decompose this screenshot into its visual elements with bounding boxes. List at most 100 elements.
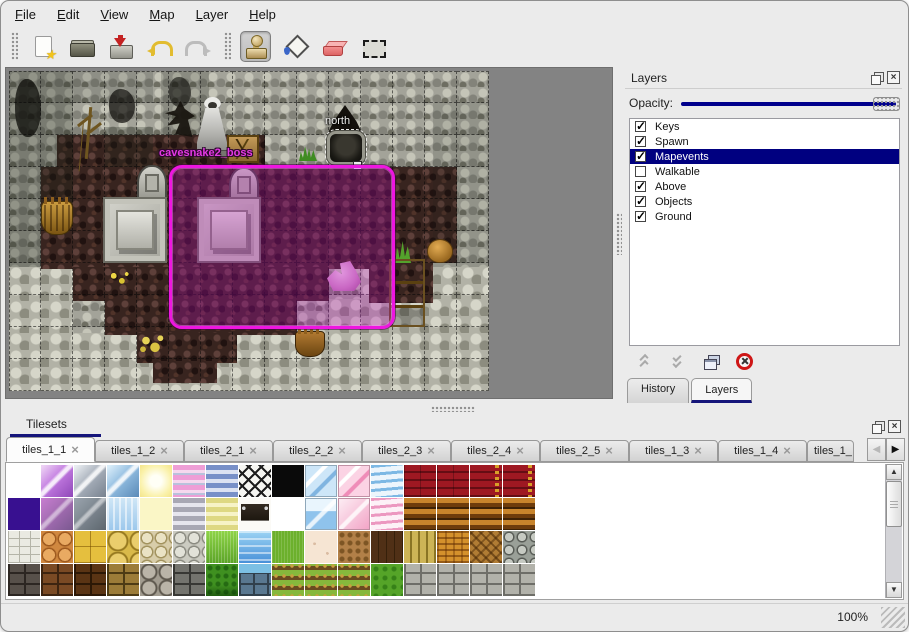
- layer-row-spawn[interactable]: Spawn: [630, 134, 899, 149]
- tile-crys-blue[interactable]: [107, 465, 139, 497]
- tile-crops[interactable]: [305, 564, 337, 596]
- tileset-tab-tiles_1_3[interactable]: tiles_1_3 ×: [629, 440, 718, 462]
- menu-map[interactable]: Map: [149, 6, 175, 22]
- tile-planks[interactable]: [404, 531, 436, 563]
- close-tab-icon[interactable]: ×: [516, 443, 524, 458]
- close-tab-icon[interactable]: ×: [71, 441, 79, 457]
- tile-brick-light[interactable]: [404, 564, 436, 596]
- layer-checkbox[interactable]: [635, 134, 646, 148]
- tile-dirt[interactable]: [338, 531, 370, 563]
- tile-empty[interactable]: [272, 498, 304, 530]
- tile-logs[interactable]: [503, 531, 535, 563]
- tile-stripe-brown[interactable]: [437, 498, 469, 530]
- new-file-button[interactable]: [27, 31, 58, 63]
- tile-black[interactable]: [272, 465, 304, 497]
- float-panel-icon[interactable]: [870, 71, 884, 85]
- tile-glass-blue[interactable]: [305, 465, 337, 497]
- tile-stripe-brown[interactable]: [470, 498, 502, 530]
- tile-brick-light[interactable]: [503, 564, 535, 596]
- tile-stripe-yellow[interactable]: [206, 498, 238, 530]
- eraser-button[interactable]: [318, 31, 349, 62]
- tile-crys-gray2[interactable]: [74, 498, 106, 530]
- tileset-tab-tiles_1_4[interactable]: tiles_1_4 ×: [718, 440, 807, 462]
- tileset-tab-tiles_2_5[interactable]: tiles_2_5 ×: [540, 440, 629, 462]
- opacity-slider[interactable]: [681, 96, 900, 111]
- redo-button[interactable]: [183, 31, 214, 62]
- scroll-tabs-left-icon[interactable]: ◀: [867, 438, 886, 461]
- tileset-scrollbar[interactable]: ▲ ▼: [885, 464, 902, 598]
- close-tab-icon[interactable]: ×: [249, 443, 257, 458]
- tile-weave[interactable]: [437, 531, 469, 563]
- select-button[interactable]: [357, 31, 388, 62]
- tile-brick-light[interactable]: [470, 564, 502, 596]
- vertical-splitter[interactable]: [615, 65, 623, 403]
- tile-crys-purple2[interactable]: [41, 498, 73, 530]
- tile-hedge[interactable]: [206, 564, 238, 596]
- tile-crops[interactable]: [338, 564, 370, 596]
- tile-brick-water[interactable]: [239, 564, 271, 596]
- tileset-tab-tiles_1_[interactable]: tiles_1_×: [807, 440, 854, 462]
- opacity-slider-track[interactable]: [681, 101, 896, 106]
- map-canvas[interactable]: north cavesnake2_boss: [9, 71, 489, 391]
- tile-glass-pink2[interactable]: [338, 498, 370, 530]
- tile-brick-dark[interactable]: [8, 564, 40, 596]
- tile-glass-pink[interactable]: [338, 465, 370, 497]
- tile-sign[interactable]: [239, 498, 271, 530]
- scroll-down-icon[interactable]: ▼: [886, 582, 902, 598]
- menu-help[interactable]: Help: [249, 6, 276, 22]
- tilesets-panel-title[interactable]: Tilesets: [10, 415, 101, 437]
- tile-sand[interactable]: [305, 531, 337, 563]
- layer-row-objects[interactable]: Objects: [630, 194, 899, 209]
- layer-checkbox[interactable]: [635, 149, 646, 163]
- close-tab-icon[interactable]: ×: [783, 443, 791, 458]
- close-panel-icon[interactable]: ×: [887, 71, 900, 84]
- menu-layer[interactable]: Layer: [195, 6, 229, 22]
- tile-stripe-brown[interactable]: [503, 498, 535, 530]
- tile-lattice[interactable]: [239, 465, 271, 497]
- tile-glow[interactable]: [140, 465, 172, 497]
- tile-hedge2[interactable]: [371, 564, 403, 596]
- tab-history[interactable]: History: [627, 378, 690, 403]
- close-tab-icon[interactable]: ×: [160, 443, 168, 458]
- tile-glass-blue2[interactable]: [305, 498, 337, 530]
- layer-checkbox[interactable]: [635, 119, 646, 133]
- tile-water2[interactable]: [107, 498, 139, 530]
- tile-crys-gray[interactable]: [74, 465, 106, 497]
- tile-stone-yellow[interactable]: [107, 531, 139, 563]
- duplicate-icon[interactable]: [703, 353, 720, 370]
- scroll-up-icon[interactable]: ▲: [886, 464, 902, 480]
- tile-brick-brown2[interactable]: [74, 564, 106, 596]
- horizontal-splitter[interactable]: [1, 403, 908, 415]
- tile-wood[interactable]: [371, 531, 403, 563]
- menu-view[interactable]: View: [100, 6, 129, 22]
- tile-brick-red[interactable]: [437, 465, 469, 497]
- tile-herring[interactable]: [470, 531, 502, 563]
- save-button[interactable]: [105, 31, 136, 62]
- menu-edit[interactable]: Edit: [56, 6, 80, 22]
- layer-checkbox[interactable]: [635, 166, 646, 177]
- layer-row-walkable[interactable]: Walkable: [630, 164, 899, 179]
- close-tab-icon[interactable]: ×: [605, 443, 613, 458]
- tile-stripe-gray[interactable]: [173, 498, 205, 530]
- menu-file[interactable]: File: [15, 6, 36, 22]
- tileset-tab-tiles_2_3[interactable]: tiles_2_3 ×: [362, 440, 451, 462]
- tile-waves-blue[interactable]: [371, 465, 403, 497]
- layer-row-mapevents[interactable]: Mapevents: [630, 149, 899, 164]
- delete-icon[interactable]: [736, 352, 753, 370]
- layer-row-keys[interactable]: Keys: [630, 119, 899, 134]
- tile-indigo[interactable]: [8, 498, 40, 530]
- layer-row-ground[interactable]: Ground: [630, 209, 899, 224]
- close-tab-icon[interactable]: ×: [694, 443, 702, 458]
- tile-brick-light[interactable]: [437, 564, 469, 596]
- tile-cobble-orange[interactable]: [41, 531, 73, 563]
- opacity-slider-handle[interactable]: [873, 96, 900, 111]
- tile-pave[interactable]: [8, 531, 40, 563]
- tile-waves-pink[interactable]: [371, 498, 403, 530]
- tileset-tab-tiles_2_2[interactable]: tiles_2_2 ×: [273, 440, 362, 462]
- tile-cobble-gray[interactable]: [173, 531, 205, 563]
- close-panel-icon[interactable]: ×: [888, 419, 901, 433]
- tile-brick-tan[interactable]: [107, 564, 139, 596]
- close-tab-icon[interactable]: ×: [427, 443, 435, 458]
- tile-stripe-pink[interactable]: [173, 465, 205, 497]
- tile-stripe-brown[interactable]: [404, 498, 436, 530]
